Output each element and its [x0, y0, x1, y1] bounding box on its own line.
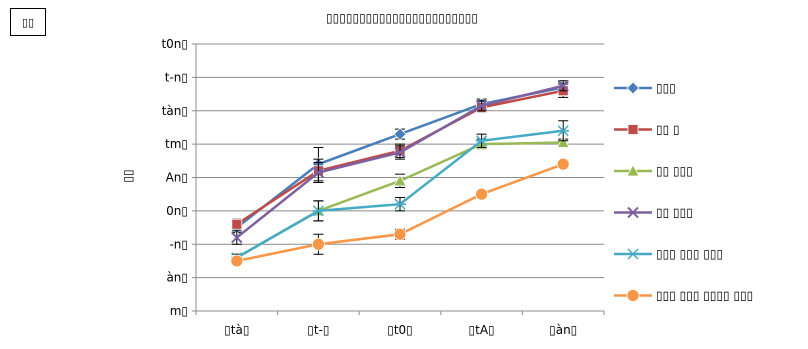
x-tick-label: ▯tà▯ — [224, 323, 249, 337]
data-point — [557, 125, 570, 137]
legend-item: ▯▯ ▯ — [614, 123, 680, 137]
data-point — [312, 205, 325, 217]
x-tick-label: ▯t0▯ — [387, 323, 413, 337]
data-point — [393, 127, 407, 141]
data-point — [393, 227, 407, 241]
data-point — [627, 206, 639, 219]
y-tick-label: m▯ — [170, 304, 188, 318]
legend-item: ▯▯ ▯▯▯ — [614, 206, 693, 220]
data-point — [556, 135, 570, 148]
data-point — [475, 135, 488, 147]
series-line — [236, 84, 564, 239]
series-6 — [230, 157, 570, 268]
data-point — [475, 100, 488, 112]
x-tick-label: ▯tA▯ — [469, 323, 495, 337]
data-point — [231, 218, 243, 230]
data-point — [311, 237, 325, 251]
y-tick-label: An▯ — [166, 171, 188, 185]
legend-item: ▯▯▯ — [614, 81, 676, 95]
data-point — [626, 81, 640, 95]
data-point — [230, 254, 244, 268]
legend-label: ▯▯▯ ▯▯▯ ▯▯▯▯ ▯▯▯ — [656, 289, 753, 303]
y-axis-label: ▯▯ — [121, 169, 135, 182]
data-point — [557, 80, 569, 92]
data-point — [627, 124, 639, 135]
data-point — [312, 166, 325, 179]
legend-item: ▯▯ ▯▯▯ — [614, 164, 693, 178]
data-point — [231, 231, 243, 244]
legend-label: ▯▯ ▯▯▯ — [656, 206, 693, 220]
legend-label: ▯▯ ▯▯▯ — [656, 164, 693, 178]
series-5 — [230, 120, 570, 264]
y-tick-label: tàn▯ — [162, 104, 188, 118]
legend-label: ▯▯▯ ▯▯▯ ▯▯▯ — [656, 247, 723, 261]
data-point — [626, 289, 640, 302]
data-point — [556, 157, 570, 171]
corner-label-box: ▯▯ — [10, 8, 46, 36]
legend-label: ▯▯▯ — [656, 81, 676, 95]
chart-title: ▯▯▯▯▯▯▯▯▯▯▯▯▯▯▯▯▯▯▯▯▯▯▯ — [326, 11, 478, 25]
data-point — [394, 198, 406, 210]
data-point — [627, 248, 639, 260]
legend-item: ▯▯▯ ▯▯▯ ▯▯▯▯ ▯▯▯ — [614, 289, 753, 303]
x-tick-label: ▯àn▯ — [549, 323, 577, 337]
y-tick-label: 0n▯ — [166, 204, 188, 218]
x-tick-label: ▯t-▯ — [307, 323, 329, 337]
y-tick-label: t0n▯ — [161, 37, 188, 51]
data-point — [475, 187, 489, 201]
y-tick-label: t-n▯ — [165, 70, 188, 84]
y-tick-label: tm▯ — [165, 137, 188, 151]
data-point — [626, 164, 640, 177]
series-4 — [231, 80, 569, 245]
legend-label: ▯▯ ▯ — [656, 123, 680, 137]
y-tick-label: àn▯ — [166, 271, 188, 285]
legend-item: ▯▯▯ ▯▯▯ ▯▯▯ — [614, 247, 723, 261]
data-point — [393, 174, 407, 187]
data-point — [394, 146, 406, 159]
y-tick-label: -n▯ — [169, 237, 188, 251]
